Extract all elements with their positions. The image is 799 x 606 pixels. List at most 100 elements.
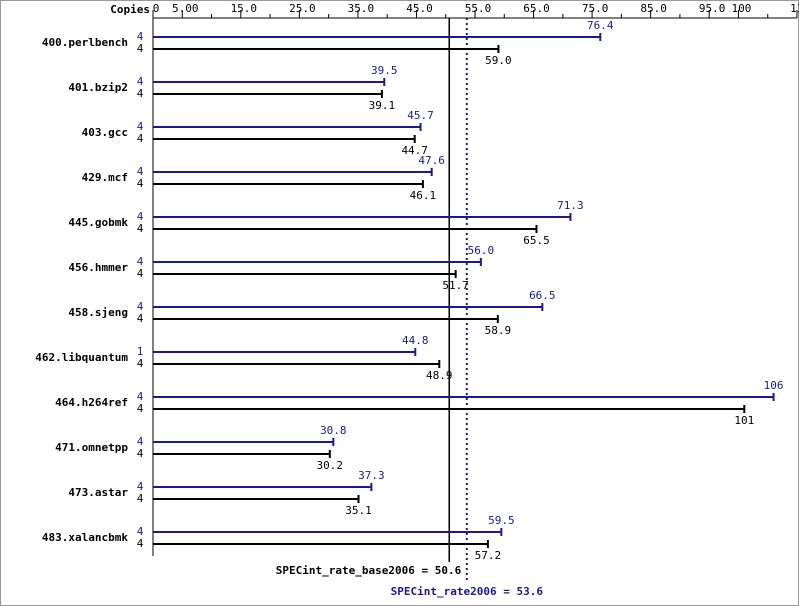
bar [153,123,422,131]
value-label: 101 [734,414,754,427]
value-label: 65.5 [523,234,550,247]
copies-label: 4 [137,312,144,325]
benchmark-label: 458.sjeng [68,306,128,319]
value-label: 71.3 [557,199,584,212]
copies-label: 1 [137,345,144,358]
x-tick-label: 95.0 [699,2,726,15]
value-label: 37.3 [358,469,385,482]
bar [153,393,775,401]
bar [153,348,417,356]
x-tick-label: 25.0 [289,2,316,15]
copies-label: 4 [137,357,144,370]
benchmark-label: 400.perlbench [42,36,128,49]
bar [153,438,335,446]
copies-label: 4 [137,300,144,313]
copies-label: 4 [137,165,144,178]
copies-label: 4 [137,537,144,550]
benchmark-label: 401.bzip2 [68,81,128,94]
bar [153,495,360,503]
x-tick-label: 55.0 [465,2,492,15]
reference-label: SPECint_rate2006 = 53.6 [391,585,544,598]
copies-label: 4 [137,435,144,448]
copies-label: 4 [137,42,144,55]
value-label: 39.1 [369,99,396,112]
benchmark-label: 456.hmmer [68,261,128,274]
x-tick-label: 75.0 [582,2,609,15]
bar [153,528,503,536]
value-label: 45.7 [407,109,434,122]
benchmark-label: 471.omnetpp [55,441,128,454]
bar [153,225,538,233]
copies-label: 4 [137,87,144,100]
value-label: 44.8 [402,334,429,347]
value-label: 48.9 [426,369,453,382]
copies-label: 4 [137,492,144,505]
copies-label: 4 [137,177,144,190]
value-label: 106 [764,379,784,392]
x-tick-label: 0 [153,2,160,15]
bar [153,33,602,41]
bar [153,483,373,491]
benchmark-label: 483.xalancbmk [42,531,128,544]
bar [153,90,383,98]
copies-label: 4 [137,30,144,43]
value-label: 51.7 [442,279,469,292]
value-label: 47.6 [418,154,445,167]
x-tick-label: 5.00 [172,2,199,15]
copies-label: 4 [137,267,144,280]
copies-label: 4 [137,447,144,460]
bar [153,303,544,311]
bar [153,258,482,266]
x-tick-label: 45.0 [406,2,433,15]
value-label: 35.1 [345,504,372,517]
x-tick-label: 85.0 [640,2,667,15]
x-tick-label: 15.0 [231,2,258,15]
bar [153,540,489,548]
value-label: 66.5 [529,289,556,302]
value-label: 56.0 [468,244,495,257]
bar [153,213,572,221]
value-label: 44.7 [401,144,428,157]
bar [153,180,424,188]
copies-label: 4 [137,255,144,268]
copies-label: 4 [137,402,144,415]
copies-label: 4 [137,222,144,235]
x-tick-label: 65.0 [523,2,550,15]
bar [153,45,500,53]
copies-label: 4 [137,120,144,133]
benchmark-label: 473.astar [68,486,128,499]
value-label: 30.8 [320,424,347,437]
reference-label: SPECint_rate_base2006 = 50.6 [276,564,462,577]
benchmark-label: 462.libquantum [35,351,128,364]
bar [153,168,433,176]
value-label: 58.9 [485,324,512,337]
benchmark-label: 429.mcf [82,171,128,184]
value-label: 59.5 [488,514,515,527]
value-label: 76.4 [587,19,614,32]
copies-label: 4 [137,480,144,493]
copies-label: 4 [137,210,144,223]
copies-label: 4 [137,390,144,403]
value-label: 30.2 [317,459,344,472]
bar [153,405,746,413]
bar [153,270,457,278]
copies-label: 4 [137,75,144,88]
copies-label: 4 [137,132,144,145]
benchmark-label: 445.gobmk [68,216,128,229]
value-label: 57.2 [475,549,502,562]
bar [153,360,441,368]
x-tick-label: 100 [732,2,752,15]
bar [153,315,499,323]
copies-header: Copies [110,3,150,16]
benchmark-label: 403.gcc [82,126,128,139]
copies-label: 4 [137,525,144,538]
bar [153,78,386,86]
x-tick-label: 35.0 [348,2,375,15]
x-tick-label: 110 [790,2,799,15]
value-label: 59.0 [485,54,512,67]
value-label: 39.5 [371,64,398,77]
benchmark-label: 464.h264ref [55,396,128,409]
